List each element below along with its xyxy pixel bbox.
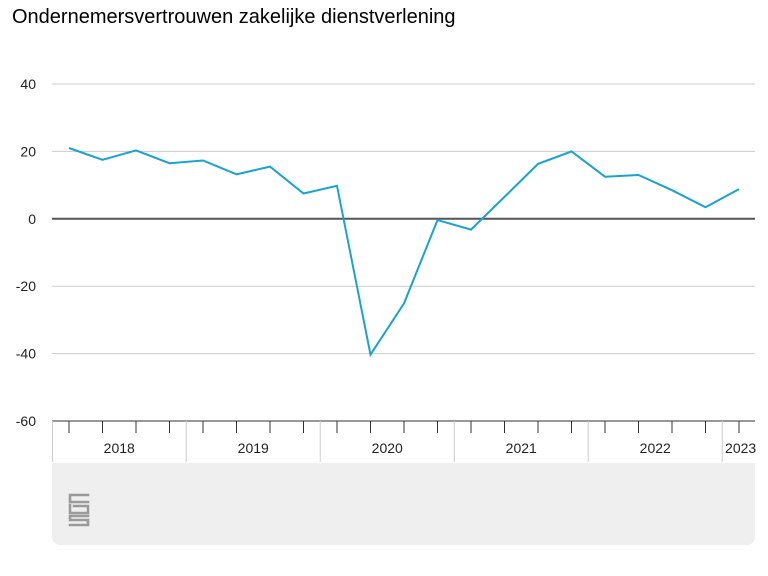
cbs-logo-icon (68, 493, 90, 527)
data-point (638, 174, 640, 176)
data-point (571, 150, 573, 152)
x-tick-label: 2019 (238, 440, 269, 456)
data-point (169, 162, 171, 164)
data-point (738, 188, 740, 190)
data-point (504, 196, 506, 198)
y-tick-label: 40 (20, 76, 36, 92)
data-point (403, 302, 405, 304)
x-tick-label: 2018 (104, 440, 135, 456)
data-point (705, 206, 707, 208)
y-tick-label: 0 (28, 211, 36, 227)
data-point (370, 354, 372, 356)
data-point (336, 185, 338, 187)
series-line (68, 147, 740, 358)
data-point (68, 147, 70, 149)
y-tick-label: 20 (20, 143, 36, 159)
footer-panel (52, 463, 755, 545)
y-tick-label: -20 (16, 278, 36, 294)
data-point (102, 159, 104, 161)
data-point (671, 189, 673, 191)
data-point (236, 173, 238, 175)
data-point (202, 159, 204, 161)
x-tick-label: 2021 (506, 440, 537, 456)
x-tick-label: 2020 (372, 440, 403, 456)
line-chart: -60 -40 -20 0 20 40 2018 2019 2020 2021 2022 2023 (16, 76, 756, 462)
data-point (604, 176, 606, 178)
x-tick-label: 2023 (725, 440, 756, 456)
data-point (470, 229, 472, 231)
data-point (269, 166, 271, 168)
data-point (303, 193, 305, 195)
data-point (537, 163, 539, 165)
x-tick-label: 2022 (640, 440, 671, 456)
y-tick-label: -40 (16, 346, 36, 362)
data-point (135, 149, 137, 151)
y-tick-label: -60 (16, 413, 36, 429)
data-point (437, 219, 439, 221)
chart-title: Ondernemersvertrouwen zakelijke dienstve… (12, 6, 456, 28)
